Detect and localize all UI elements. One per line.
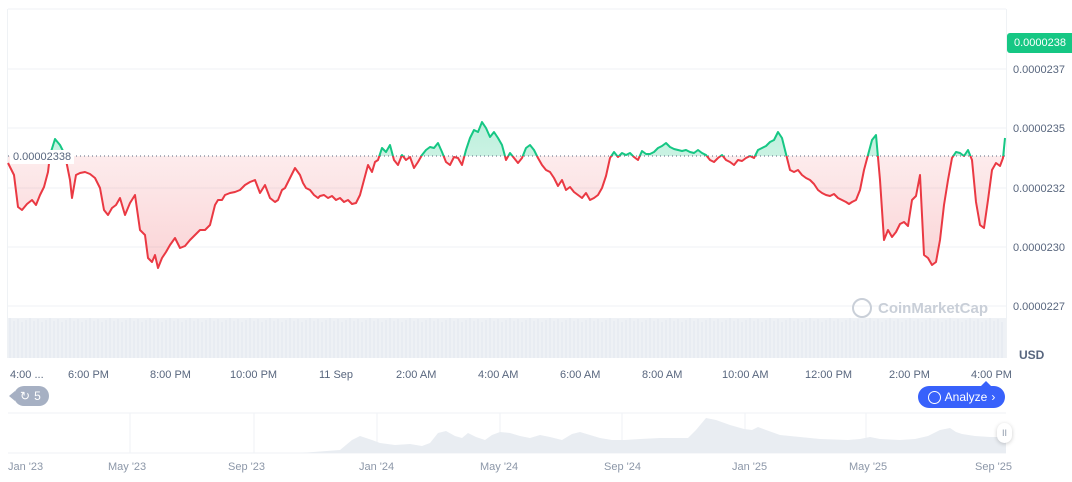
navigator-tick-label: Sep '23 — [228, 461, 265, 473]
analyze-label: Analyze — [944, 390, 988, 404]
navigator-tick-label: Jan '23 — [8, 461, 43, 473]
y-axis-labels: 0.0000237 0.0000235 0.0000232 0.0000230 0.00… — [1013, 64, 1065, 313]
navigator-tick-label: Sep '25 — [975, 461, 1012, 473]
analyze-button[interactable]: Analyze › — [918, 386, 1005, 408]
volume-bar-ticks — [9, 318, 1003, 358]
y-axis-tick-label: 0.0000227 — [1013, 301, 1065, 313]
navigator-tick-label: Jan '24 — [359, 461, 394, 473]
x-axis-tick-label: 6:00 PM — [68, 369, 109, 381]
x-axis-labels: 4:00 ... 6:00 PM 8:00 PM 10:00 PM 11 Sep 2:00… — [10, 369, 1012, 381]
current-price-tag: 0.0000238 — [1007, 33, 1072, 53]
x-axis-tick-label: 12:00 PM — [805, 369, 852, 381]
y-axis-tick-label: 0.0000232 — [1013, 183, 1065, 195]
x-axis-tick-label: 4:00 PM — [971, 369, 1012, 381]
x-axis-tick-label: 8:00 AM — [642, 369, 682, 381]
navigator-range-handle[interactable]: II — [997, 423, 1012, 443]
history-count: 5 — [34, 389, 41, 403]
x-axis-tick-label: 4:00 ... — [10, 369, 44, 381]
x-axis-tick-label: 8:00 PM — [150, 369, 191, 381]
x-axis-tick-label: 11 Sep — [319, 369, 353, 381]
history-badge-button[interactable]: ↻ 5 — [9, 386, 49, 406]
navigator[interactable]: Jan '23 May '23 Sep '23 Jan '24 May '24 Sep '… — [8, 412, 1012, 473]
coinmarketcap-watermark: CoinMarketCap — [852, 298, 988, 318]
cmc-logo-icon — [927, 390, 941, 404]
navigator-tick-label: May '25 — [849, 461, 887, 473]
x-axis-tick-label: 4:00 AM — [478, 369, 518, 381]
x-axis-tick-label: 2:00 AM — [396, 369, 436, 381]
cmc-logo-icon — [852, 298, 872, 318]
navigator-tick-label: May '24 — [480, 461, 518, 473]
history-icon: ↻ — [20, 389, 31, 403]
x-axis-tick-label: 10:00 PM — [230, 369, 277, 381]
navigator-tick-label: Jan '25 — [732, 461, 767, 473]
chevron-right-icon: › — [991, 390, 996, 404]
y-axis-tick-label: 0.0000237 — [1013, 64, 1065, 76]
x-axis-tick-label: 2:00 PM — [889, 369, 930, 381]
x-axis-tick-label: 10:00 AM — [722, 369, 768, 381]
y-axis-tick-label: 0.0000230 — [1013, 242, 1065, 254]
navigator-area — [8, 418, 1006, 453]
currency-label: USD — [1019, 348, 1045, 362]
navigator-tick-label: May '23 — [108, 461, 146, 473]
watermark-text: CoinMarketCap — [878, 299, 989, 317]
x-axis-tick-label: 6:00 AM — [560, 369, 600, 381]
price-area — [7, 121, 1006, 269]
y-axis-tick-label: 0.0000235 — [1013, 123, 1065, 135]
navigator-tick-label: Sep '24 — [604, 461, 641, 473]
baseline-value-label: 0.00002338 — [10, 150, 75, 164]
